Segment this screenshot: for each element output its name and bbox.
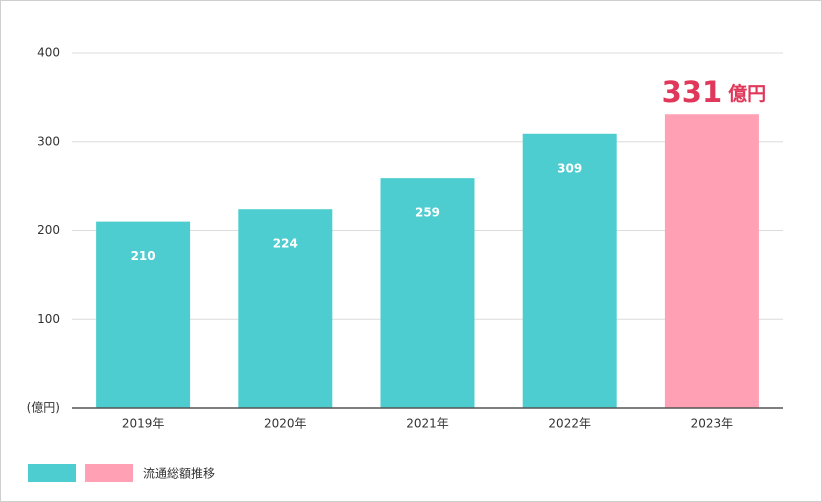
x-tick-label: 2023年 — [691, 417, 734, 431]
bar — [664, 114, 759, 409]
x-tick-label: 2019年 — [122, 417, 165, 431]
legend-swatch — [28, 464, 76, 482]
x-tick-label: 2021年 — [406, 417, 449, 431]
legend-swatch — [85, 464, 133, 482]
bar — [380, 178, 475, 408]
legend-label: 流通総額推移 — [143, 467, 215, 481]
value-label: 331 億円 — [662, 75, 767, 109]
value-label: 224 — [273, 237, 298, 251]
value-label: 259 — [415, 206, 440, 220]
value-label: 309 — [557, 161, 582, 175]
x-tick-label: 2020年 — [264, 417, 307, 431]
bar — [522, 133, 617, 408]
y-tick-label: 100 — [37, 312, 60, 326]
value-unit: 億円 — [728, 82, 766, 105]
bar — [96, 221, 191, 408]
value-number: 331 — [662, 75, 723, 109]
bar — [238, 209, 333, 408]
y-tick-label: 200 — [37, 223, 60, 237]
y-tick-label: 400 — [37, 46, 60, 60]
x-tick-label: 2022年 — [548, 417, 591, 431]
value-label: 210 — [131, 249, 156, 263]
y-tick-label: 300 — [37, 134, 60, 148]
y-tick-label: (億円) — [27, 401, 60, 415]
